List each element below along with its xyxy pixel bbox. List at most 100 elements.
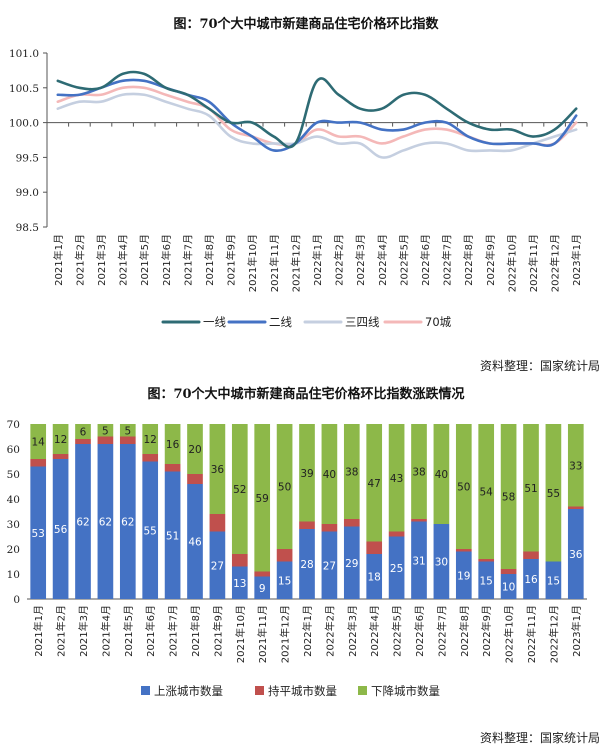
x-tick-label: 2021年7月 (167, 605, 180, 657)
data-label-fall: 58 (502, 492, 515, 504)
line-chart-x-ticks: 2021年1月 2021年2月 2021年3月 2021年4月 2021年5月 2021年… (52, 234, 583, 292)
x-tick-label: 2021年9月 (211, 605, 224, 657)
y-tick-label: 101.0 (9, 48, 39, 60)
bar-segment-持平城市数量 (164, 464, 181, 472)
bar-segment-下降城市数量 (567, 424, 584, 507)
data-label-rise: 53 (32, 528, 45, 540)
bar-chart-source: 资料整理：国家统计局 (480, 730, 600, 745)
x-tick-label: 2021年2月 (55, 605, 68, 657)
bar-segment-持平城市数量 (500, 569, 517, 574)
x-tick-label: 2021年5月 (138, 234, 151, 286)
bar-segment-持平城市数量 (142, 454, 159, 462)
x-tick-label: 2023年1月 (570, 605, 583, 657)
bar-segment-持平城市数量 (455, 549, 472, 552)
bar-segment-持平城市数量 (411, 519, 427, 522)
x-tick-label: 2021年3月 (77, 605, 90, 657)
data-label-rise: 15 (278, 575, 291, 587)
bar-segment-上涨城市数量 (299, 529, 315, 599)
x-tick-label: 2021年10月 (246, 234, 259, 292)
x-tick-label: 2022年4月 (368, 605, 381, 657)
data-label-rise: 30 (435, 557, 448, 569)
series-line-三四线 (56, 92, 578, 159)
x-tick-label: 2023年1月 (570, 234, 583, 286)
data-label-fall: 36 (211, 464, 225, 476)
bar-segment-持平城市数量 (366, 541, 383, 554)
data-label-fall: 40 (323, 469, 336, 481)
series-line-二线 (56, 78, 578, 153)
bar-segment-持平城市数量 (52, 454, 69, 459)
x-tick-label: 2021年6月 (160, 234, 173, 286)
x-tick-label: 2021年4月 (99, 605, 112, 657)
data-label-rise: 27 (211, 560, 224, 572)
data-label-fall: 33 (569, 460, 582, 472)
bar-segment-持平城市数量 (187, 474, 203, 484)
x-tick-label: 2022年11月 (527, 234, 540, 292)
bar-segment-上涨城市数量 (75, 444, 91, 599)
y-tick-label: 0 (13, 594, 20, 606)
bar-segment-上涨城市数量 (455, 551, 472, 599)
data-label-fall: 50 (278, 482, 291, 494)
legend-swatch-持平城市数量 (255, 686, 264, 695)
bar-segment-上涨城市数量 (231, 566, 248, 599)
x-tick-label: 2021年8月 (189, 605, 202, 657)
bar-segment-持平城市数量 (97, 436, 114, 444)
bar-segment-下降城市数量 (343, 424, 360, 519)
data-label-rise: 62 (99, 517, 112, 529)
y-tick-label: 40 (7, 494, 20, 506)
data-label-rise: 31 (412, 555, 425, 567)
bar-segment-下降城市数量 (411, 424, 427, 519)
y-tick-label: 60 (7, 444, 20, 456)
bar-segment-下降城市数量 (366, 424, 383, 542)
y-tick-label: 99.5 (16, 152, 39, 164)
bar-chart-bars: 5314561262662562555125116462027361352959… (30, 424, 584, 599)
data-label-fall: 59 (256, 493, 269, 505)
bar-segment-上涨城市数量 (523, 559, 539, 599)
data-label-rise: 25 (390, 563, 403, 575)
x-tick-label: 2022年4月 (376, 234, 389, 286)
x-tick-label: 2022年12月 (547, 605, 560, 663)
x-tick-label: 2022年1月 (301, 605, 314, 657)
data-label-fall: 14 (32, 437, 46, 449)
bar-segment-下降城市数量 (299, 424, 315, 522)
data-label-rise: 16 (524, 574, 538, 586)
y-tick-label: 50 (7, 469, 20, 481)
bar-segment-持平城市数量 (321, 524, 338, 532)
bar-segment-持平城市数量 (478, 559, 495, 562)
data-label-fall: 12 (144, 434, 157, 446)
bar-segment-下降城市数量 (276, 424, 293, 549)
bar-segment-上涨城市数量 (478, 561, 495, 599)
bar-segment-持平城市数量 (254, 571, 271, 577)
data-label-rise: 9 (259, 583, 266, 595)
line-chart-source: 资料整理：国家统计局 (480, 358, 600, 373)
data-label-rise: 46 (188, 537, 202, 549)
bar-segment-下降城市数量 (52, 424, 69, 454)
data-label-rise: 55 (144, 525, 157, 537)
bar-segment-上涨城市数量 (187, 484, 203, 599)
x-tick-label: 2021年6月 (144, 605, 157, 657)
x-tick-label: 2021年1月 (52, 234, 65, 286)
y-tick-label: 100.5 (9, 83, 39, 95)
legend-label-70城: 70城 (425, 315, 452, 329)
legend-label-下降城市数量: 下降城市数量 (371, 684, 440, 698)
x-tick-label: 2021年11月 (268, 234, 281, 292)
series-line-一线 (56, 70, 578, 149)
x-tick-label: 2021年11月 (256, 605, 269, 663)
data-label-rise: 15 (480, 575, 493, 587)
data-label-fall: 5 (124, 425, 131, 437)
y-tick-label: 70 (7, 419, 20, 431)
bar-segment-下降城市数量 (321, 424, 338, 524)
bar-segment-下降城市数量 (500, 424, 517, 569)
bar-segment-下降城市数量 (388, 424, 405, 532)
bar-segment-下降城市数量 (119, 424, 136, 437)
x-tick-label: 2022年10月 (503, 605, 516, 663)
bar-segment-持平城市数量 (119, 436, 136, 444)
x-tick-label: 2021年4月 (117, 234, 130, 286)
bar-segment-持平城市数量 (231, 554, 248, 567)
x-tick-label: 2022年9月 (480, 605, 493, 657)
data-label-rise: 56 (54, 524, 68, 536)
bar-segment-上涨城市数量 (52, 459, 69, 599)
bar-segment-下降城市数量 (142, 424, 159, 454)
bar-segment-下降城市数量 (254, 424, 271, 572)
data-label-rise: 10 (502, 582, 515, 594)
x-tick-label: 2021年2月 (73, 234, 86, 286)
